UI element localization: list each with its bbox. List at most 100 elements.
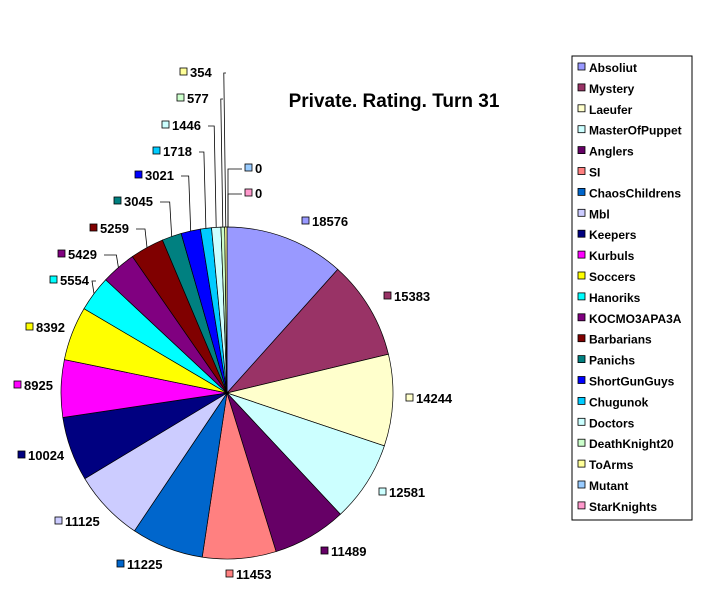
legend-label-shortgunguys: ShortGunGuys xyxy=(589,375,675,389)
chart-title: Private. Rating. Turn 31 xyxy=(289,91,500,112)
legend-swatch-doctors xyxy=(577,417,586,426)
data-label-swatch-anglers xyxy=(320,546,329,555)
legend-swatch-chaoschildrens xyxy=(577,187,586,196)
legend-label-masterofpuppet: MasterOfPuppet xyxy=(589,124,682,138)
legend-label-mystery: Mystery xyxy=(589,82,635,96)
data-label-panichs: 3045 xyxy=(124,194,153,209)
legend-label-kocmo3apa3a: KOCMO3APA3A xyxy=(589,312,682,326)
data-label-swatch-shortgunguys xyxy=(134,170,143,179)
leader-line-shortgunguys xyxy=(181,175,192,232)
legend-label-mbl: Mbl xyxy=(589,207,610,221)
legend-swatch-kocmo3apa3a xyxy=(577,313,586,322)
data-label-swatch-absoliut xyxy=(301,216,310,225)
leader-line-barbarians xyxy=(136,228,148,248)
data-label-swatch-soccers xyxy=(25,322,34,331)
data-label-swatch-barbarians xyxy=(89,223,98,232)
data-label-kocmo3apa3a: 5429 xyxy=(68,247,97,262)
legend-label-chaoschildrens: ChaosChildrens xyxy=(589,186,681,200)
data-labels: 18576 15383 14244 12581 11489 11453 11225 11125… xyxy=(13,65,453,582)
legend-label-laeufer: Laeufer xyxy=(589,103,633,117)
data-label-swatch-mystery xyxy=(383,291,392,300)
data-label-masterofpuppet: 12581 xyxy=(389,485,425,500)
legend-label-doctors: Doctors xyxy=(589,416,635,430)
legend-swatch-soccers xyxy=(577,271,586,280)
legend-label-chugunok: Chugunok xyxy=(589,395,649,409)
leader-line-panichs xyxy=(160,201,173,237)
data-label-chugunok: 1718 xyxy=(163,144,192,159)
legend-swatch-hanoriks xyxy=(577,292,586,301)
legend-label-hanoriks: Hanoriks xyxy=(589,291,641,305)
data-label-swatch-chugunok xyxy=(152,146,161,155)
legend-swatch-keepers xyxy=(577,229,586,238)
data-label-swatch-kurbuls xyxy=(13,380,22,389)
legend: Absoliut Mystery Laeufer MasterOfPuppet Angl… xyxy=(571,55,693,521)
legend-label-starknights: StarKnights xyxy=(589,500,657,514)
data-label-swatch-mbl xyxy=(54,516,63,525)
data-label-swatch-mutant xyxy=(244,163,253,172)
legend-swatch-mutant xyxy=(577,480,586,489)
legend-label-toarms: ToArms xyxy=(589,458,634,472)
data-label-swatch-masterofpuppet xyxy=(378,487,387,496)
legend-swatch-shortgunguys xyxy=(577,376,586,384)
data-label-mbl: 11125 xyxy=(65,514,100,529)
legend-label-mutant: Mutant xyxy=(589,479,628,493)
legend-swatch-barbarians xyxy=(577,334,586,343)
data-label-shortgunguys: 3021 xyxy=(145,168,174,183)
leader-line-doctors xyxy=(208,125,217,228)
data-label-swatch-kocmo3apa3a xyxy=(57,249,66,258)
legend-label-keepers: Keepers xyxy=(589,228,637,242)
legend-label-soccers: Soccers xyxy=(589,270,636,284)
data-label-deathknight20: 577 xyxy=(187,91,209,106)
data-label-swatch-deathknight20 xyxy=(176,93,185,102)
legend-swatch-absoliut xyxy=(577,62,586,71)
data-label-laeufer: 14244 xyxy=(416,391,453,406)
legend-swatch-anglers xyxy=(577,146,586,155)
data-label-hanoriks: 5554 xyxy=(60,273,90,288)
data-label-soccers: 8392 xyxy=(36,320,65,335)
legend-swatch-chugunok xyxy=(577,396,586,405)
legend-label-panichs: Panichs xyxy=(589,354,635,368)
legend-swatch-deathknight20 xyxy=(577,438,586,447)
leader-line-kocmo3apa3a xyxy=(104,254,119,268)
legend-label-barbarians: Barbarians xyxy=(589,333,652,347)
data-label-kurbuls: 8925 xyxy=(24,378,53,393)
pie-slices xyxy=(60,226,394,560)
legend-swatch-laeufer xyxy=(577,104,586,113)
data-label-mutant: 0 xyxy=(255,161,262,176)
legend-swatch-mystery xyxy=(577,83,586,92)
data-label-chaoschildrens: 11225 xyxy=(127,557,162,572)
data-label-swatch-panichs xyxy=(113,196,122,205)
data-label-swatch-doctors xyxy=(161,120,170,129)
leader-line-toarms xyxy=(223,72,227,228)
legend-swatch-si xyxy=(577,167,586,175)
legend-box xyxy=(571,55,693,521)
legend-swatch-mbl xyxy=(577,208,586,217)
data-label-swatch-laeufer xyxy=(405,393,414,402)
data-label-doctors: 1446 xyxy=(172,118,201,133)
legend-swatch-starknights xyxy=(577,501,586,510)
data-label-swatch-hanoriks xyxy=(49,275,58,284)
legend-swatch-kurbuls xyxy=(577,250,586,259)
data-label-swatch-starknights xyxy=(244,188,253,197)
data-label-swatch-si xyxy=(225,569,234,578)
data-label-swatch-keepers xyxy=(17,450,26,459)
pie-slice-toarms xyxy=(224,226,228,394)
data-label-swatch-chaoschildrens xyxy=(116,559,125,568)
legend-label-kurbuls: Kurbuls xyxy=(589,249,635,263)
leader-line-hanoriks xyxy=(91,280,96,294)
legend-label-si: SI xyxy=(589,166,600,180)
pie-slice-laeufer xyxy=(225,353,394,447)
legend-swatch-toarms xyxy=(577,459,586,468)
data-label-mystery: 15383 xyxy=(394,289,430,304)
pie-slice-absoliut xyxy=(226,226,339,394)
leader-line-chugunok xyxy=(199,151,207,229)
data-label-si: 11453 xyxy=(236,567,271,582)
data-label-toarms: 354 xyxy=(190,65,212,80)
leader-line-mutant xyxy=(227,168,242,227)
legend-label-deathknight20: DeathKnight20 xyxy=(589,437,674,451)
legend-swatch-panichs xyxy=(577,355,586,364)
data-label-barbarians: 5259 xyxy=(100,221,129,236)
legend-label-anglers: Anglers xyxy=(589,145,634,159)
legend-swatch-masterofpuppet xyxy=(577,125,586,134)
